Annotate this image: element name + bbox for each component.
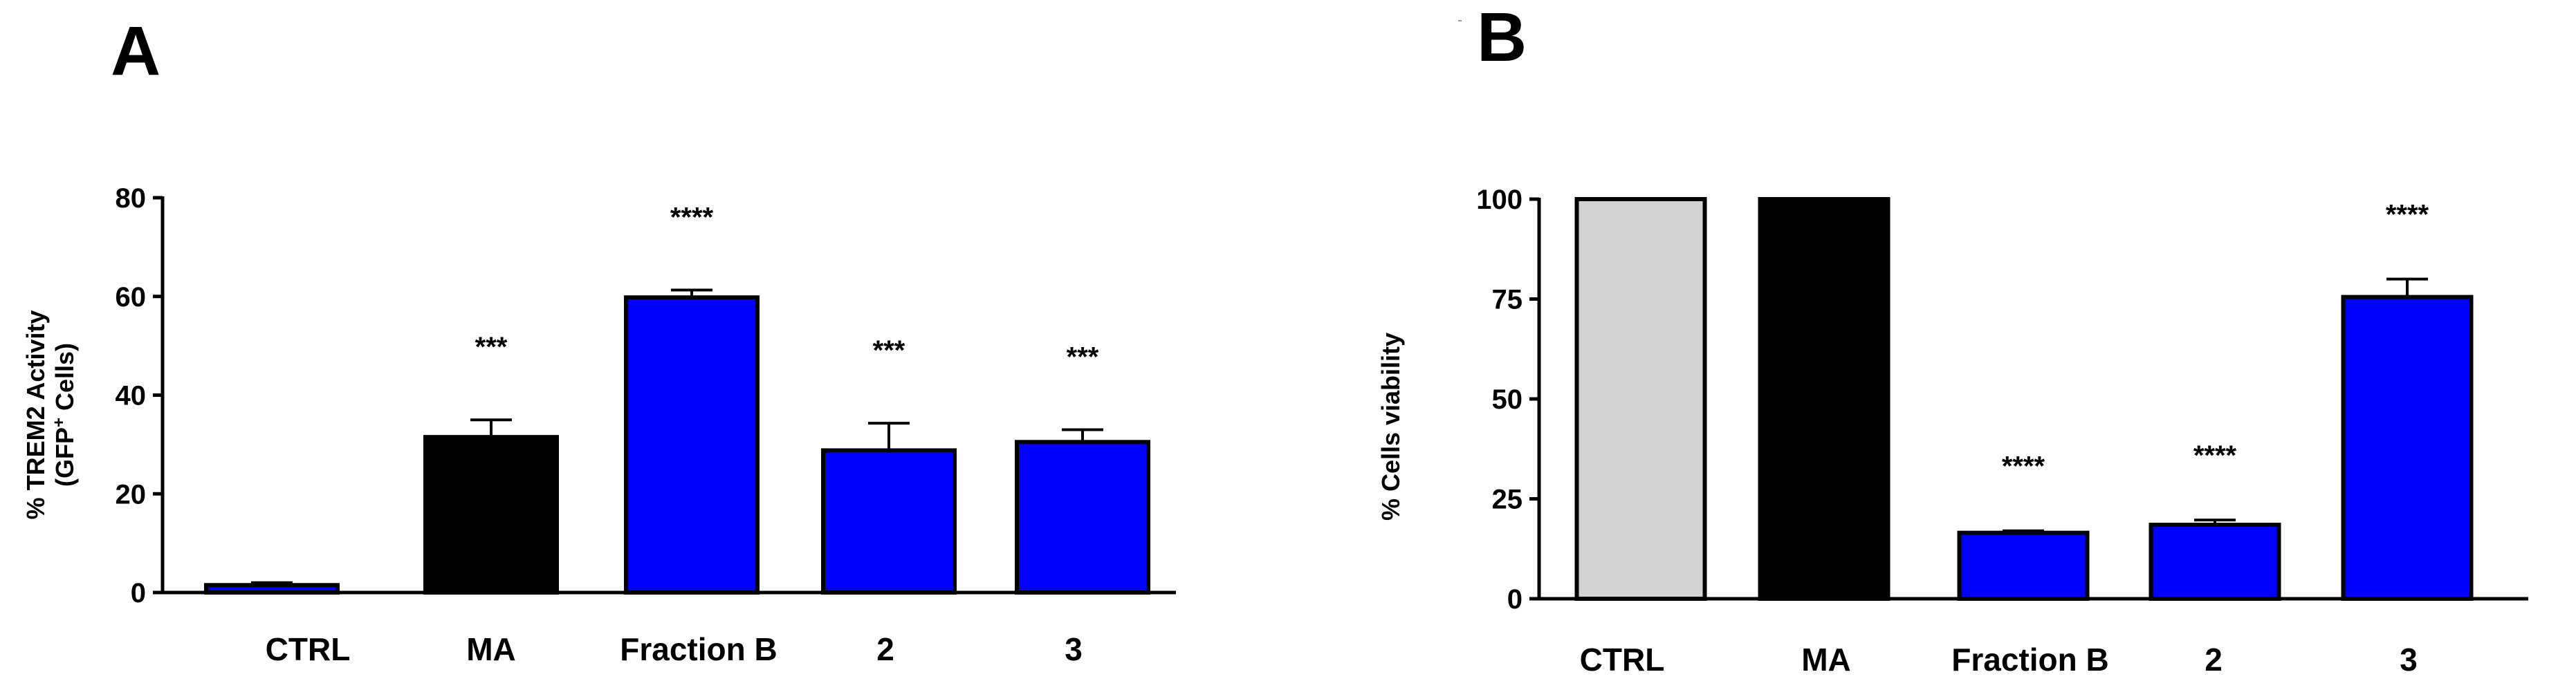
panel-b-significance-label: **** xyxy=(2002,451,2045,482)
panel-b-significance-label: **** xyxy=(2386,200,2429,230)
panel-b-bar xyxy=(1574,197,1707,601)
panel-a-significance-label: *** xyxy=(475,332,508,362)
panel-b-category-label: CTRL xyxy=(1580,642,1665,678)
panel-b-bar xyxy=(2149,523,2281,602)
panel-a-bar xyxy=(624,295,760,595)
panel-a-bar xyxy=(1015,440,1150,595)
panel-a-category-label: MA xyxy=(466,631,516,667)
panel-a-label: A xyxy=(111,12,160,90)
panel-b-category-label: MA xyxy=(1801,642,1851,678)
panel-b-bar xyxy=(1758,197,1890,601)
panel-a-significance-label: **** xyxy=(670,202,714,232)
panel-a-category-label: 2 xyxy=(876,631,894,667)
panel-b-y-tick-label: 25 xyxy=(1492,485,1523,515)
panel-b-category-label: 3 xyxy=(2400,642,2418,678)
panel-a-bar xyxy=(423,435,559,595)
panel-b-y-tick-label: 50 xyxy=(1492,384,1523,415)
panel-a-y-axis-label-line2: (GFP+ Cells) xyxy=(50,343,80,487)
panel-a-y-tick-label: 0 xyxy=(131,578,146,608)
panel-b-label: B xyxy=(1477,0,1527,76)
panel-a-category-label: Fraction B xyxy=(620,631,777,667)
panel-b-y-axis-label: % Cells viability xyxy=(1377,333,1405,521)
panel-b-category-label: 2 xyxy=(2205,642,2223,678)
panel-b-plot: 0 25 50 75 100 CTRL MA **** Fraction B **** 2 **** 3 xyxy=(1476,185,2528,678)
panel-b-y-tick-label: 0 xyxy=(1507,584,1522,615)
panel-a-y-axis-label-line1: % TREM2 Activity xyxy=(21,310,50,520)
panel-a-category-label: CTRL xyxy=(266,631,351,667)
panel-b-category-label: Fraction B xyxy=(1951,642,2108,678)
panel-b-y-tick-label: 100 xyxy=(1476,185,1522,215)
panel-a-category-label: 3 xyxy=(1065,631,1083,667)
panel-b-bar xyxy=(2341,295,2474,601)
panel-a-bar xyxy=(821,448,957,595)
panel-a-y-axis-label: % TREM2 Activity (GFP+ Cells) xyxy=(21,310,79,520)
panel-a-y-tick-label: 60 xyxy=(116,282,147,313)
panel-a-y-tick-label: 20 xyxy=(116,479,147,510)
panel-b-bar xyxy=(1957,530,2090,602)
panel-a-significance-label: *** xyxy=(1067,342,1099,372)
panel-a-significance-label: *** xyxy=(873,335,905,366)
panel-a-y-tick-label: 40 xyxy=(116,381,147,411)
panel-a-plot: 0 20 40 60 80 CTRL *** MA **** Fraction B *** 2 *** 3 xyxy=(116,183,1176,667)
panel-b-significance-label: **** xyxy=(2193,440,2237,471)
panel-a-bar xyxy=(204,583,340,595)
panel-a-y-tick-label: 80 xyxy=(116,183,147,214)
panel-a: A % TREM2 Activity (GFP+ Cells) 0 20 40 60 8… xyxy=(21,12,1176,667)
panel-b: B % Cells viability 0 25 50 75 100 CTRL MA ****… xyxy=(1377,0,2528,678)
panel-b-y-tick-label: 75 xyxy=(1492,285,1523,315)
